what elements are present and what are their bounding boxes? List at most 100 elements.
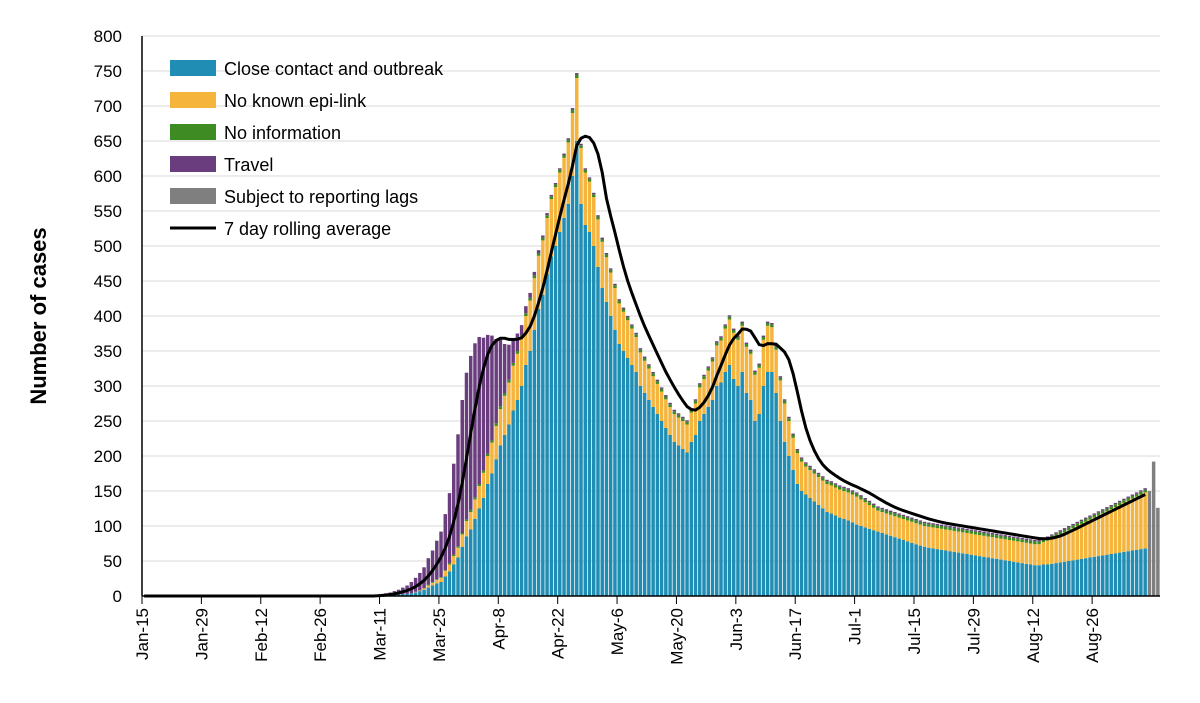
bar-no-info <box>990 534 995 538</box>
bar-no-info <box>668 404 672 407</box>
bar-no-known <box>765 325 770 372</box>
legend-label: Subject to reporting lags <box>224 187 418 207</box>
bar-no-known <box>676 417 681 446</box>
bar-close-contact <box>630 365 634 596</box>
bar-travel <box>558 168 562 170</box>
bar-close-contact <box>922 547 927 596</box>
x-tick-label: Mar-11 <box>371 608 390 661</box>
bar-travel <box>761 335 766 337</box>
bar-no-info <box>562 155 566 158</box>
x-tick-label: Apr-22 <box>549 608 568 659</box>
bar-no-known <box>511 365 515 411</box>
bar-travel <box>842 486 846 489</box>
bar-close-contact <box>1092 556 1096 596</box>
bar-close-contact <box>1011 561 1016 596</box>
bar-no-known <box>854 496 859 525</box>
bar-no-info <box>952 528 957 531</box>
bar-travel <box>532 271 537 276</box>
bar-close-contact <box>1067 561 1071 596</box>
bar-close-contact <box>1143 548 1147 596</box>
bar-no-known <box>952 530 957 552</box>
bar-close-contact <box>685 452 689 596</box>
bar-close-contact <box>464 536 469 596</box>
bar-no-known <box>816 477 821 505</box>
legend-swatch-no-info <box>170 124 216 140</box>
bar-no-info <box>642 358 647 361</box>
bar-travel <box>1143 488 1147 490</box>
bar-travel <box>918 520 923 522</box>
bar-no-known <box>638 352 643 386</box>
bar-no-info <box>782 400 787 404</box>
bar-travel <box>536 250 541 253</box>
bar-close-contact <box>490 473 494 596</box>
y-tick-label: 450 <box>94 272 122 291</box>
bar-no-info <box>464 519 469 522</box>
bar-no-info <box>948 527 952 531</box>
bar-no-info <box>863 499 867 503</box>
bar-no-info <box>969 530 973 534</box>
bar-no-known <box>948 530 952 552</box>
bar-close-contact <box>935 549 940 596</box>
bar-travel <box>888 510 893 512</box>
bar-no-known <box>914 523 918 545</box>
bar-travel <box>1033 540 1037 542</box>
bar-close-contact <box>804 494 808 596</box>
bar-travel <box>931 523 935 525</box>
bar-travel <box>473 343 477 498</box>
bar-no-known <box>681 421 685 449</box>
bar-close-contact <box>604 302 609 596</box>
bar-no-info <box>621 309 626 312</box>
bar-no-known <box>812 473 817 502</box>
bar-close-contact <box>621 351 626 596</box>
bar-no-info <box>1143 489 1147 493</box>
bar-no-info <box>1092 514 1096 518</box>
bar-close-contact <box>1101 555 1105 596</box>
bar-close-contact <box>1024 563 1029 596</box>
bar-travel <box>418 572 422 591</box>
bar-close-contact <box>1041 564 1046 596</box>
bar-close-contact <box>973 555 978 596</box>
bar-no-known <box>1037 544 1041 566</box>
bar-no-known <box>736 339 740 386</box>
bar-close-contact <box>638 386 643 596</box>
y-tick-label: 100 <box>94 517 122 536</box>
bar-travel <box>1016 537 1020 539</box>
bar-no-known <box>439 577 443 582</box>
legend-swatch-no-known <box>170 92 216 108</box>
bar-close-contact <box>672 442 677 596</box>
bar-close-contact <box>583 225 587 596</box>
bar-no-known <box>1117 505 1122 553</box>
bar-close-contact <box>549 256 554 596</box>
bar-no-known <box>994 537 999 559</box>
axes <box>141 36 1160 597</box>
bar-no-known <box>863 502 867 528</box>
bar-close-contact <box>430 585 435 596</box>
bar-no-info <box>854 493 859 497</box>
bar-no-info <box>1126 498 1130 501</box>
bar-no-info <box>897 514 901 518</box>
bar-travel <box>901 514 906 517</box>
x-tick-label: Apr-8 <box>489 608 508 650</box>
bar-no-info <box>888 512 893 515</box>
bar-no-known <box>990 537 995 559</box>
bar-no-info <box>579 145 583 148</box>
bar-travel <box>553 183 558 185</box>
bar-travel <box>867 500 872 503</box>
bar-close-contact <box>532 330 537 596</box>
bar-no-info <box>939 526 944 529</box>
bar-travel <box>608 268 613 270</box>
bar-travel <box>443 514 448 571</box>
bar-no-info <box>816 474 821 477</box>
bar-no-info <box>715 342 719 346</box>
legend-label: No known epi-link <box>224 91 367 111</box>
bar-no-info <box>748 351 753 354</box>
bar-no-known <box>770 327 774 372</box>
bar-no-info <box>787 418 791 421</box>
bar-close-contact <box>791 470 795 596</box>
bar-travel <box>659 387 664 389</box>
bar-no-info <box>583 169 587 173</box>
bar-close-contact <box>812 501 817 596</box>
bar-no-info <box>905 517 910 521</box>
bar-travel <box>702 374 706 377</box>
